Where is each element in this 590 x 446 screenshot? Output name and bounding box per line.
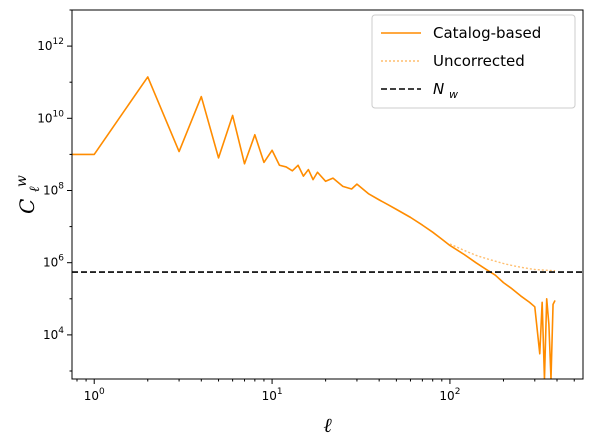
legend-label-noise-level: N w: [433, 80, 458, 101]
legend-box: [371, 14, 576, 109]
x-axis-label: ℓ: [323, 413, 332, 437]
x-tick-label: 102: [439, 387, 460, 403]
series-uncorrected-line: [449, 243, 556, 272]
y-tick-label: 1010: [37, 109, 64, 125]
plot-frame: [71, 9, 584, 380]
series-catalog-based-line: [72, 76, 556, 379]
x-tick-label: 101: [262, 387, 283, 403]
y-tick-label: 108: [43, 181, 64, 197]
x-tick-label: 100: [84, 387, 105, 403]
y-tick-label: 1012: [37, 37, 64, 53]
legend-label-noise-base: N: [433, 80, 444, 98]
y-axis-label-superscript: w: [14, 175, 30, 187]
y-tick-label: 106: [43, 254, 64, 270]
y-tick-label: 104: [43, 326, 64, 342]
y-axis-label-base: C: [15, 199, 39, 214]
legend-label-uncorrected: Uncorrected: [433, 52, 525, 70]
y-axis-label-subscript: ℓ: [27, 186, 43, 192]
legend: Catalog-based Uncorrected N w: [371, 14, 576, 109]
legend-label-noise-subscript: w: [449, 88, 458, 101]
series-group: [72, 76, 583, 379]
y-axis-label: C ℓ w: [14, 175, 44, 214]
series-layer: [72, 76, 583, 379]
ticks-layer: 100 101 102 104 106 108 1010 1012: [37, 9, 575, 403]
legend-label-catalog-based: Catalog-based: [433, 24, 541, 42]
